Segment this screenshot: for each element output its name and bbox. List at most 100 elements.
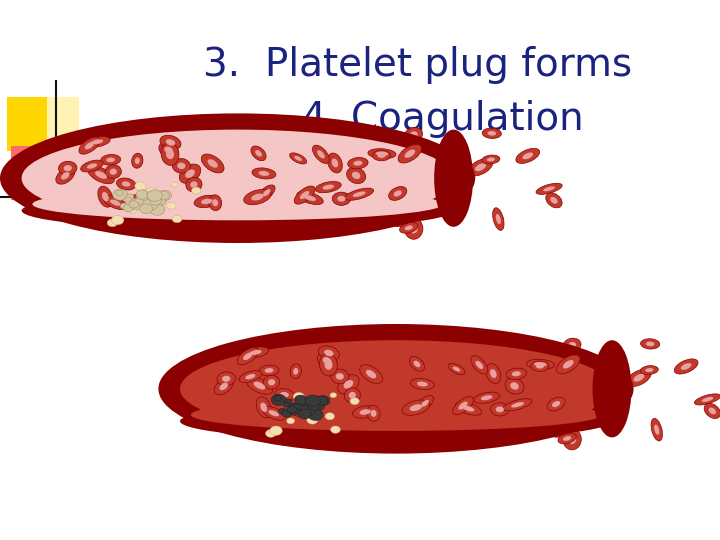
Ellipse shape (135, 157, 140, 164)
Ellipse shape (453, 396, 473, 415)
Ellipse shape (109, 168, 117, 175)
Ellipse shape (526, 359, 554, 369)
Ellipse shape (512, 371, 521, 376)
Ellipse shape (550, 197, 557, 204)
Ellipse shape (492, 208, 504, 231)
Bar (40, 97, 79, 151)
Ellipse shape (410, 404, 422, 411)
Ellipse shape (516, 148, 540, 164)
Ellipse shape (379, 211, 404, 227)
Circle shape (135, 195, 150, 206)
Circle shape (128, 207, 136, 213)
Circle shape (284, 399, 292, 405)
Circle shape (158, 190, 171, 200)
Ellipse shape (546, 193, 562, 208)
Ellipse shape (166, 139, 175, 146)
Ellipse shape (482, 128, 501, 138)
Ellipse shape (348, 392, 356, 399)
Ellipse shape (563, 338, 581, 352)
Ellipse shape (417, 395, 433, 411)
Ellipse shape (510, 382, 519, 390)
Circle shape (279, 408, 287, 414)
Ellipse shape (324, 350, 333, 356)
Ellipse shape (471, 356, 488, 374)
Circle shape (270, 426, 282, 435)
Ellipse shape (323, 357, 331, 364)
Ellipse shape (568, 342, 576, 348)
Ellipse shape (371, 410, 377, 417)
Ellipse shape (275, 389, 294, 401)
Ellipse shape (563, 436, 571, 441)
Circle shape (142, 199, 158, 211)
Ellipse shape (98, 186, 113, 207)
Circle shape (300, 404, 316, 416)
Ellipse shape (410, 224, 418, 233)
Circle shape (300, 406, 305, 410)
Ellipse shape (487, 131, 496, 136)
Ellipse shape (258, 171, 269, 176)
Circle shape (107, 219, 117, 227)
Ellipse shape (222, 376, 230, 382)
Ellipse shape (482, 155, 500, 164)
Circle shape (135, 182, 146, 190)
Ellipse shape (626, 369, 651, 387)
Circle shape (307, 416, 318, 424)
Ellipse shape (581, 406, 599, 426)
Bar (11, 146, 50, 200)
Circle shape (148, 205, 159, 213)
Circle shape (150, 204, 165, 215)
Ellipse shape (58, 161, 77, 175)
Ellipse shape (85, 142, 94, 150)
Ellipse shape (130, 194, 150, 206)
Ellipse shape (202, 154, 224, 173)
Ellipse shape (105, 165, 122, 179)
Ellipse shape (330, 369, 349, 384)
Ellipse shape (337, 196, 346, 202)
Circle shape (171, 182, 179, 187)
Ellipse shape (353, 406, 378, 419)
Circle shape (315, 397, 321, 402)
Circle shape (126, 194, 134, 200)
Ellipse shape (505, 378, 524, 394)
Ellipse shape (0, 113, 475, 243)
Circle shape (125, 197, 131, 202)
Ellipse shape (641, 339, 660, 349)
Circle shape (298, 409, 311, 419)
Ellipse shape (250, 350, 261, 355)
Ellipse shape (293, 368, 298, 375)
Ellipse shape (251, 146, 266, 161)
Ellipse shape (563, 360, 574, 368)
Ellipse shape (468, 159, 492, 176)
Circle shape (113, 189, 127, 200)
Circle shape (350, 397, 359, 404)
Circle shape (308, 409, 323, 421)
Ellipse shape (268, 379, 275, 386)
Circle shape (266, 429, 276, 437)
Circle shape (144, 193, 151, 199)
Circle shape (141, 200, 147, 205)
Ellipse shape (164, 146, 173, 154)
Circle shape (316, 395, 330, 406)
Ellipse shape (534, 362, 546, 367)
Text: 3.  Platelet plug forms: 3. Platelet plug forms (203, 46, 632, 84)
Ellipse shape (475, 163, 486, 171)
Circle shape (302, 399, 310, 404)
Circle shape (325, 413, 335, 420)
Ellipse shape (410, 379, 434, 389)
Ellipse shape (681, 363, 691, 370)
Ellipse shape (565, 385, 572, 392)
Ellipse shape (536, 183, 562, 194)
Ellipse shape (455, 402, 482, 415)
Ellipse shape (328, 153, 342, 173)
Ellipse shape (603, 386, 620, 407)
Ellipse shape (336, 373, 344, 380)
Ellipse shape (348, 158, 368, 169)
Ellipse shape (453, 367, 460, 372)
Ellipse shape (474, 392, 500, 403)
Circle shape (316, 396, 328, 405)
Ellipse shape (180, 402, 612, 441)
Ellipse shape (300, 191, 310, 199)
Circle shape (294, 401, 308, 411)
Ellipse shape (395, 165, 406, 172)
Ellipse shape (608, 392, 616, 401)
